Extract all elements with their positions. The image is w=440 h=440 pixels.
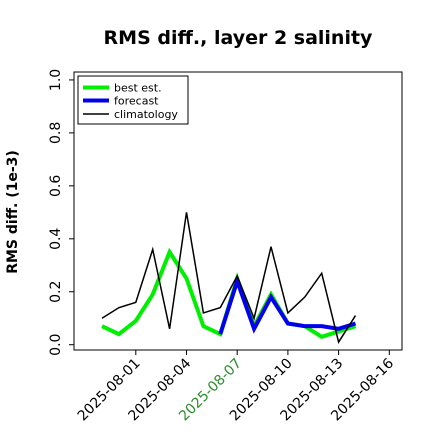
plot-area — [73, 71, 403, 351]
y-tick-label: 0.0 — [48, 334, 64, 356]
y-axis-label: RMS diff. (1e-3) — [5, 150, 21, 274]
y-tick-label: 0.4 — [48, 228, 64, 250]
legend-label-climatology: climatology — [114, 108, 178, 121]
y-tick-label: 0.6 — [48, 175, 64, 197]
legend: best est. forecast climatology — [77, 75, 189, 125]
series-line-best-est- — [101, 247, 357, 339]
y-tick-label: 1.0 — [48, 69, 64, 91]
chart-title: RMS diff., layer 2 salinity — [104, 27, 374, 49]
legend-label-forecast: forecast — [114, 95, 159, 108]
y-tick-label: 0.2 — [48, 281, 64, 303]
y-tick-label: 0.8 — [48, 122, 64, 144]
series-group — [101, 212, 357, 344]
series-line-climatology — [101, 212, 357, 344]
y-axis: 0.0 0.2 0.4 0.6 0.8 1.0 — [48, 69, 74, 356]
legend-label-best-est: best est. — [114, 82, 162, 95]
series-line-forecast — [218, 274, 357, 335]
x-axis: 2025-08-012025-08-042025-08-072025-08-10… — [75, 350, 397, 424]
